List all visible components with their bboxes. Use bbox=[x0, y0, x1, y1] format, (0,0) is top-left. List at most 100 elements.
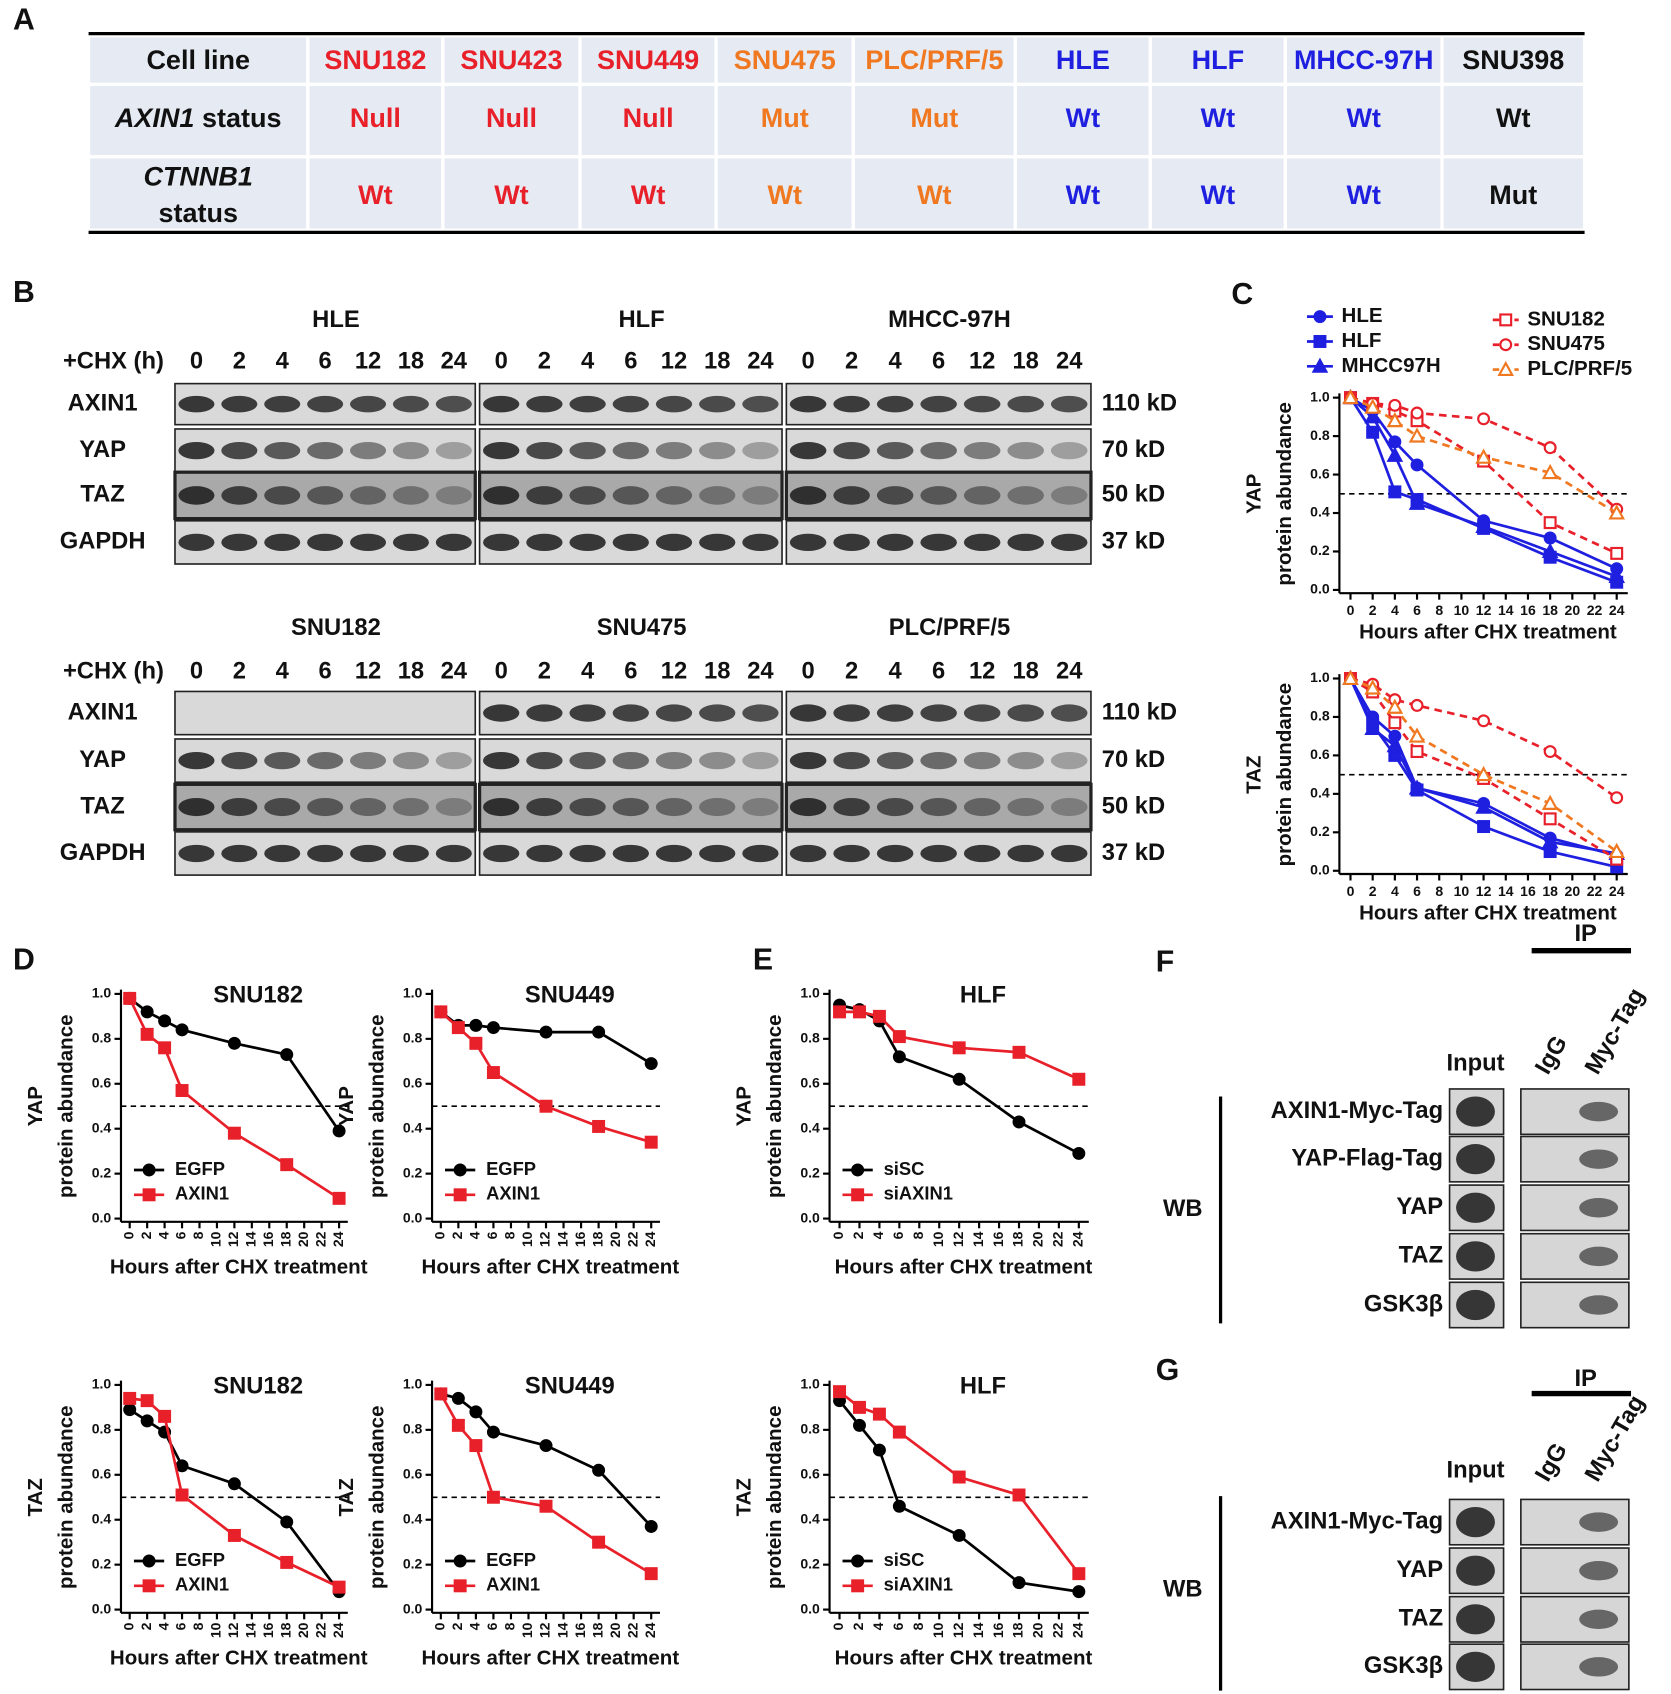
table-cell-text: Wt bbox=[358, 180, 392, 210]
point bbox=[469, 1405, 483, 1419]
table-cell-text: Wt bbox=[494, 180, 528, 210]
x-tick-label: 2 bbox=[1369, 602, 1377, 618]
point bbox=[140, 1394, 154, 1408]
x-tick-label: 4 bbox=[467, 1622, 483, 1630]
table-cell bbox=[1148, 155, 1288, 232]
band bbox=[1007, 751, 1044, 770]
time-tick: 6 bbox=[932, 347, 945, 374]
band bbox=[920, 704, 957, 722]
x-tick-label: 10 bbox=[519, 1622, 535, 1638]
table-cell bbox=[1148, 34, 1288, 87]
table-header: SNU475 bbox=[734, 45, 836, 75]
band bbox=[920, 844, 957, 863]
table-cell-text: Null bbox=[623, 103, 674, 133]
band bbox=[221, 797, 258, 817]
x-tick-label: 12 bbox=[537, 1622, 553, 1638]
time-tick: 0 bbox=[190, 657, 203, 684]
band bbox=[350, 797, 387, 817]
legend-label: AXIN1 bbox=[486, 1183, 540, 1204]
point bbox=[1475, 448, 1492, 464]
y-label: protein abundance bbox=[54, 1405, 77, 1589]
x-tick-label: 6 bbox=[173, 1231, 189, 1239]
x-tick-label: 10 bbox=[208, 1622, 224, 1638]
legend-label: MHCC97H bbox=[1342, 354, 1441, 377]
band bbox=[264, 751, 301, 770]
y-tick-label: 0.6 bbox=[800, 1465, 820, 1481]
x-tick-label: 14 bbox=[554, 1622, 570, 1638]
band bbox=[612, 441, 649, 460]
band bbox=[789, 844, 827, 863]
point bbox=[142, 1554, 156, 1568]
point bbox=[1541, 463, 1559, 480]
y-tick-label: 1.0 bbox=[403, 985, 423, 1001]
group-title: SNU475 bbox=[597, 614, 687, 641]
point bbox=[1388, 398, 1402, 412]
x-tick-label: 10 bbox=[1454, 602, 1470, 618]
band bbox=[178, 395, 215, 413]
x-tick-label: 0 bbox=[830, 1622, 846, 1630]
band bbox=[612, 486, 649, 505]
point bbox=[1499, 313, 1513, 327]
legend-label: siSC bbox=[884, 1549, 925, 1570]
point bbox=[892, 1425, 906, 1439]
band bbox=[569, 395, 606, 413]
lane-label: IgG bbox=[1530, 1031, 1573, 1079]
time-label: +CHX (h) bbox=[63, 347, 164, 374]
group-title: HLE bbox=[312, 306, 360, 333]
band bbox=[526, 441, 563, 460]
band bbox=[1007, 704, 1044, 722]
x-tick-label: 2 bbox=[138, 1622, 154, 1630]
point bbox=[175, 1488, 189, 1502]
band bbox=[483, 486, 520, 505]
point bbox=[872, 1009, 886, 1023]
y-tick-label: 0.8 bbox=[800, 1421, 820, 1437]
x-label: Hours after CHX treatment bbox=[1359, 621, 1617, 644]
y-tick-label: 1.0 bbox=[1310, 388, 1330, 404]
y-tick-label: 0.4 bbox=[92, 1119, 112, 1135]
x-tick-label: 14 bbox=[970, 1231, 986, 1247]
panel-label: C bbox=[1231, 278, 1253, 311]
point bbox=[453, 1554, 467, 1568]
x-label: Hours after CHX treatment bbox=[1359, 901, 1617, 924]
time-tick: 2 bbox=[845, 657, 858, 684]
band bbox=[920, 751, 957, 770]
y-tick-label: 0.2 bbox=[1310, 823, 1330, 839]
y-tick-label: 0.2 bbox=[403, 1164, 423, 1180]
point bbox=[123, 991, 137, 1005]
point bbox=[644, 1519, 658, 1533]
point bbox=[158, 1041, 172, 1055]
time-tick: 6 bbox=[624, 347, 637, 374]
table-header: Cell line bbox=[146, 45, 250, 75]
time-tick: 4 bbox=[276, 347, 290, 374]
point bbox=[434, 1387, 448, 1401]
x-tick-label: 6 bbox=[484, 1231, 500, 1239]
band bbox=[483, 797, 520, 817]
band bbox=[612, 533, 649, 552]
time-tick: 6 bbox=[319, 657, 332, 684]
point bbox=[539, 1499, 553, 1513]
band bbox=[221, 844, 258, 863]
time-tick: 2 bbox=[233, 347, 246, 374]
band bbox=[435, 486, 472, 505]
y-tick-label: 0.2 bbox=[403, 1555, 423, 1571]
x-tick-label: 12 bbox=[950, 1231, 966, 1247]
time-tick: 6 bbox=[319, 347, 332, 374]
legend-label: EGFP bbox=[175, 1158, 225, 1179]
band bbox=[569, 797, 606, 817]
panel-label: F bbox=[1156, 946, 1174, 979]
point bbox=[892, 1030, 906, 1044]
table-header: SNU398 bbox=[1462, 45, 1564, 75]
time-tick: 18 bbox=[1012, 347, 1038, 374]
band bbox=[742, 441, 779, 460]
x-tick-label: 22 bbox=[1050, 1622, 1066, 1638]
legend-label: siAXIN1 bbox=[884, 1574, 953, 1595]
point bbox=[227, 1036, 241, 1050]
point bbox=[833, 1385, 847, 1399]
point bbox=[1342, 669, 1359, 685]
table-cell bbox=[441, 155, 582, 232]
legend-label: SNU182 bbox=[1527, 307, 1605, 330]
band bbox=[307, 797, 344, 817]
x-tick-label: 16 bbox=[1520, 883, 1536, 899]
ip-label: IP bbox=[1574, 920, 1597, 947]
band bbox=[178, 844, 215, 863]
